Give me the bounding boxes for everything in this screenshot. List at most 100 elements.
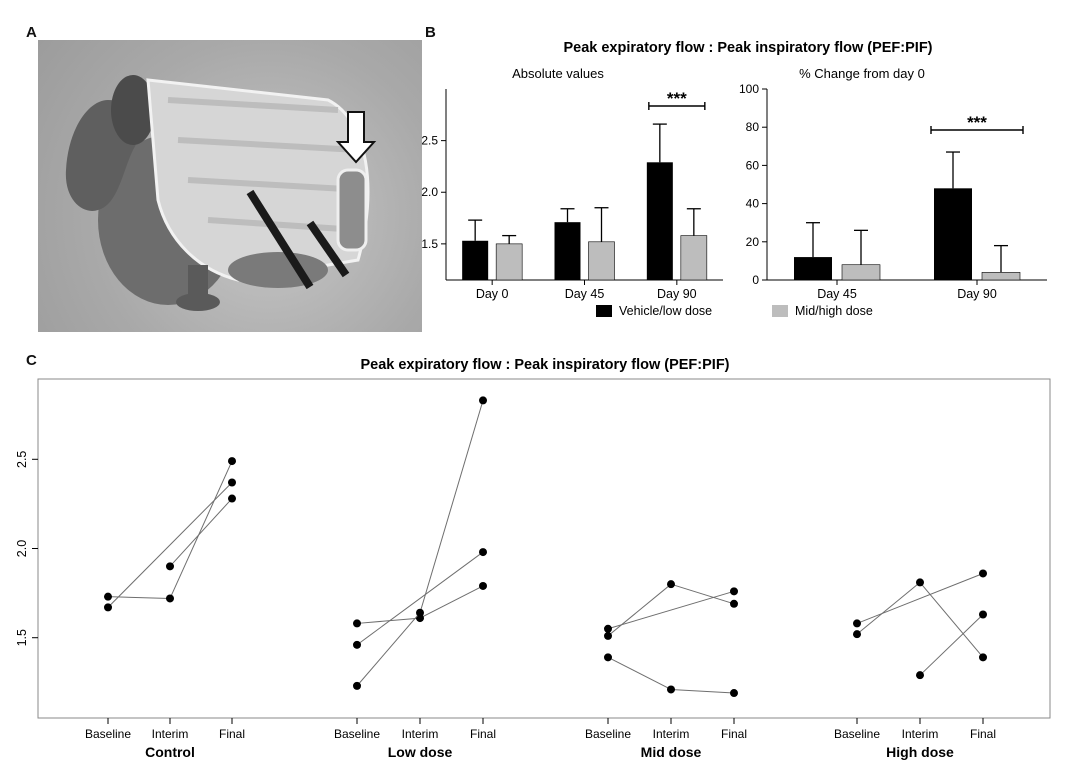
point-high-dose-subject-2 [853, 630, 861, 639]
point-low-dose-subject-3 [479, 396, 487, 405]
panel-b-charts: Peak expiratory flow : Peak inspiratory … [421, 40, 1047, 318]
point-mid-dose-subject-1 [604, 631, 612, 640]
point-high-dose-subject-3 [979, 610, 987, 619]
c-x-tick-label-low-dose: Interim [402, 727, 439, 741]
pct-x-tick-label: Day 45 [817, 287, 857, 301]
c-x-tick-label-high-dose: Final [970, 727, 996, 741]
c-x-tick-label-low-dose: Final [470, 727, 496, 741]
point-mid-dose-subject-2 [730, 587, 738, 596]
point-low-dose-subject-2 [479, 548, 487, 557]
bar-abs-day-0-mid-high-dose [495, 243, 523, 281]
dog-illustration [65, 75, 377, 311]
point-low-dose-subject-3 [353, 681, 361, 690]
subject-line-high-dose-3 [919, 614, 984, 676]
c-x-tick-label-control: Final [219, 727, 245, 741]
dog-photo [38, 40, 422, 332]
subject-line-control-2 [107, 482, 233, 608]
subject-line-mid-dose-3 [670, 688, 735, 694]
c-x-tick-label-control: Interim [152, 727, 189, 741]
subject-line-control-3 [169, 498, 233, 567]
c-group-label-low-dose: Low dose [388, 744, 453, 760]
subject-line-low-dose-3 [419, 400, 484, 613]
abs-y-tick-label: 2.5 [421, 134, 438, 148]
point-mid-dose-subject-1 [730, 599, 738, 608]
c-x-tick-label-low-dose: Baseline [334, 727, 380, 741]
chart-c-frame [37, 378, 1051, 719]
bar-pct-day-45-mid-high-dose [841, 264, 881, 281]
point-control-subject-2 [104, 603, 112, 612]
percent-change-chart: 0 20 40 60 80 100 Day 45 Day 90 *** [739, 82, 1047, 301]
chart-b-abs-title: Absolute values [512, 66, 604, 81]
subject-line-high-dose-1 [856, 573, 984, 624]
pct-y-tick-label: 100 [739, 82, 759, 96]
bar-abs-day-90-mid-high-dose [680, 235, 708, 281]
significance-label-abs: *** [667, 89, 687, 108]
point-high-dose-subject-2 [916, 578, 924, 587]
subject-line-low-dose-1 [356, 617, 421, 624]
bar-abs-day-45-mid-high-dose [588, 241, 615, 281]
point-high-dose-subject-1 [979, 569, 987, 578]
panel-label-a: A [26, 24, 37, 41]
point-control-subject-3 [228, 494, 236, 503]
c-y-tick-label: 2.5 [15, 451, 29, 468]
individual-subject-lines: 1.5 2.0 2.5 Baseline Interim Final Control Base… [15, 396, 996, 760]
point-low-dose-subject-2 [353, 640, 361, 649]
pct-y-tick-label: 40 [746, 197, 760, 211]
panel-c-chart: Peak expiratory flow : Peak inspiratory … [15, 357, 1051, 760]
point-low-dose-subject-3 [416, 608, 424, 617]
c-y-tick-label: 2.0 [15, 540, 29, 557]
subject-line-high-dose-2 [856, 582, 921, 635]
abs-y-tick-label: 1.5 [421, 237, 438, 251]
pct-y-tick-label: 0 [752, 273, 759, 287]
point-high-dose-subject-1 [853, 619, 861, 628]
abs-x-tick-label: Day 45 [565, 287, 605, 301]
point-mid-dose-subject-2 [604, 624, 612, 633]
panel-label-b: B [425, 24, 436, 41]
point-mid-dose-subject-3 [667, 685, 675, 694]
point-mid-dose-subject-1 [667, 580, 675, 589]
c-x-tick-label-mid-dose: Interim [653, 727, 690, 741]
bar-abs-day-90-vehicle-low-dose [646, 162, 673, 280]
bar-pct-day-45-vehicle-low-dose [794, 257, 832, 280]
bar-abs-day-0-vehicle-low-dose [462, 240, 489, 280]
pct-x-tick-label: Day 90 [957, 287, 997, 301]
point-low-dose-subject-1 [479, 581, 487, 590]
chart-b-figure-title: Peak expiratory flow : Peak inspiratory … [563, 40, 932, 56]
subject-line-low-dose-3 [356, 612, 421, 687]
point-mid-dose-subject-3 [604, 653, 612, 662]
pct-y-tick-label: 60 [746, 158, 760, 172]
point-control-subject-2 [228, 478, 236, 487]
subject-line-high-dose-2 [919, 582, 984, 658]
c-group-label-high-dose: High dose [886, 744, 954, 760]
subject-line-mid-dose-2 [607, 590, 735, 630]
chart-b-pct-title: % Change from day 0 [799, 66, 925, 81]
legend-swatch-mid-high [772, 305, 788, 317]
subject-line-control-1 [169, 460, 233, 599]
c-x-tick-label-high-dose: Interim [902, 727, 939, 741]
c-x-tick-label-mid-dose: Baseline [585, 727, 631, 741]
bar-pct-day-90-vehicle-low-dose [934, 188, 972, 280]
subject-line-mid-dose-3 [607, 656, 672, 690]
c-x-tick-label-control: Baseline [85, 727, 131, 741]
abs-x-tick-label: Day 90 [657, 287, 697, 301]
c-group-label-control: Control [145, 744, 195, 760]
abs-y-tick-label: 2.0 [421, 185, 438, 199]
subject-line-mid-dose-1 [607, 583, 672, 637]
point-mid-dose-subject-3 [730, 689, 738, 698]
point-high-dose-subject-2 [979, 653, 987, 662]
legend-label-vehicle-low: Vehicle/low dose [619, 304, 712, 318]
point-low-dose-subject-1 [353, 619, 361, 628]
bar-abs-day-45-vehicle-low-dose [554, 222, 581, 280]
chart-c-title: Peak expiratory flow : Peak inspiratory … [360, 357, 729, 373]
point-control-subject-1 [104, 592, 112, 601]
significance-label-pct: *** [967, 113, 987, 132]
point-control-subject-3 [166, 562, 174, 571]
point-high-dose-subject-3 [916, 671, 924, 680]
subject-line-low-dose-1 [419, 585, 484, 619]
abs-x-tick-label: Day 0 [476, 287, 509, 301]
point-control-subject-1 [166, 594, 174, 603]
c-x-tick-label-high-dose: Baseline [834, 727, 880, 741]
subject-line-mid-dose-1 [670, 583, 735, 605]
legend-label-mid-high: Mid/high dose [795, 304, 873, 318]
absolute-values-chart: 1.5 2.0 2.5 Day 0 Day 45 Day 90 *** [421, 89, 723, 301]
